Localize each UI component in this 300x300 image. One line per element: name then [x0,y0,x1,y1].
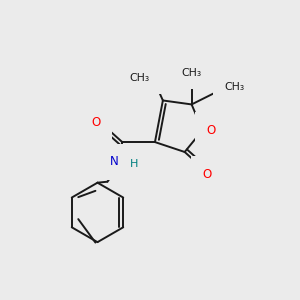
Text: CH₃: CH₃ [224,82,244,92]
Text: CH₃: CH₃ [130,73,150,83]
Text: O: O [203,168,212,181]
Text: O: O [207,124,216,137]
Text: CH₃: CH₃ [182,68,202,78]
Text: H: H [130,159,139,169]
Text: O: O [91,116,100,129]
Text: N: N [110,155,118,168]
